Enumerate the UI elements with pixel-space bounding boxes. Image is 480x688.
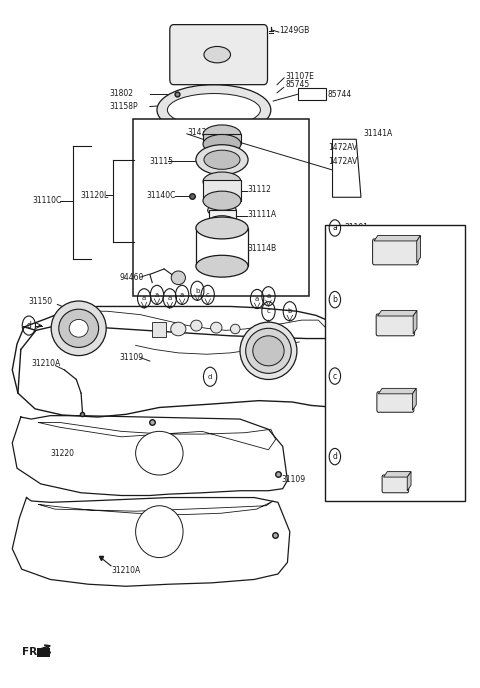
- Ellipse shape: [136, 431, 183, 475]
- Ellipse shape: [51, 301, 106, 356]
- Text: 31120L: 31120L: [80, 191, 108, 200]
- Text: 1472AV: 1472AV: [328, 157, 357, 166]
- Ellipse shape: [204, 150, 240, 169]
- Text: 31104F: 31104F: [344, 452, 373, 461]
- Polygon shape: [378, 388, 416, 394]
- Ellipse shape: [203, 134, 241, 153]
- Text: c: c: [206, 292, 210, 298]
- Bar: [209, 211, 236, 222]
- Ellipse shape: [136, 506, 183, 557]
- Text: 31220: 31220: [50, 449, 74, 458]
- Text: a: a: [180, 292, 184, 298]
- Bar: [133, 119, 309, 297]
- Ellipse shape: [69, 319, 88, 337]
- Ellipse shape: [203, 125, 241, 144]
- Text: 31210A: 31210A: [31, 358, 60, 367]
- Bar: [298, 88, 326, 100]
- Text: a: a: [266, 293, 271, 299]
- Text: 31109: 31109: [281, 475, 305, 484]
- Text: 31150: 31150: [29, 297, 53, 306]
- Text: 1249GB: 1249GB: [279, 25, 310, 34]
- Ellipse shape: [196, 217, 248, 239]
- Text: 31140C: 31140C: [146, 191, 176, 200]
- Ellipse shape: [168, 94, 261, 127]
- Polygon shape: [413, 310, 417, 334]
- Ellipse shape: [191, 320, 202, 331]
- Bar: [203, 180, 241, 201]
- Text: 31101: 31101: [344, 224, 368, 233]
- Text: 31101A: 31101A: [344, 295, 373, 304]
- Ellipse shape: [211, 322, 222, 333]
- Ellipse shape: [246, 328, 291, 374]
- Polygon shape: [417, 235, 420, 263]
- Ellipse shape: [59, 309, 98, 347]
- Polygon shape: [407, 471, 411, 491]
- Text: a: a: [142, 295, 146, 301]
- Text: a: a: [333, 224, 337, 233]
- Text: c: c: [333, 372, 337, 380]
- FancyBboxPatch shape: [382, 475, 408, 493]
- Text: d: d: [208, 374, 212, 380]
- Ellipse shape: [253, 336, 284, 366]
- Text: b: b: [195, 288, 200, 294]
- Ellipse shape: [171, 271, 185, 285]
- Text: d: d: [333, 452, 337, 461]
- Text: 31114B: 31114B: [248, 244, 276, 253]
- Bar: [152, 322, 167, 337]
- Text: 31109: 31109: [119, 353, 143, 362]
- FancyBboxPatch shape: [170, 25, 267, 85]
- Ellipse shape: [196, 255, 248, 277]
- Polygon shape: [333, 139, 361, 197]
- Ellipse shape: [157, 85, 271, 135]
- Text: 31112: 31112: [248, 185, 272, 194]
- Ellipse shape: [208, 204, 236, 217]
- Text: 94460: 94460: [119, 272, 144, 281]
- Text: b: b: [333, 295, 337, 304]
- Text: a: a: [168, 295, 172, 301]
- Ellipse shape: [203, 172, 241, 191]
- Polygon shape: [378, 310, 417, 316]
- Text: 85745: 85745: [285, 80, 309, 89]
- FancyArrowPatch shape: [41, 645, 49, 649]
- Text: 31110C: 31110C: [32, 196, 61, 205]
- FancyBboxPatch shape: [376, 314, 415, 336]
- FancyBboxPatch shape: [372, 239, 418, 265]
- Ellipse shape: [171, 322, 186, 336]
- Ellipse shape: [230, 324, 240, 334]
- Ellipse shape: [208, 216, 236, 229]
- Text: 1472AV: 1472AV: [328, 143, 357, 152]
- Text: 85744: 85744: [328, 89, 352, 98]
- Text: FR.: FR.: [22, 647, 41, 658]
- Text: d: d: [26, 321, 31, 330]
- Polygon shape: [384, 471, 411, 477]
- Text: 31111A: 31111A: [248, 210, 276, 219]
- FancyBboxPatch shape: [377, 391, 414, 412]
- Polygon shape: [37, 647, 50, 656]
- Text: 31802: 31802: [109, 89, 133, 98]
- Text: 31158P: 31158P: [109, 102, 138, 111]
- Text: 31141A: 31141A: [363, 129, 393, 138]
- Polygon shape: [374, 235, 420, 241]
- Bar: [203, 134, 241, 144]
- Text: 31101B: 31101B: [344, 372, 373, 380]
- Polygon shape: [412, 388, 416, 410]
- Text: a: a: [255, 296, 259, 302]
- Text: c: c: [266, 308, 270, 314]
- Text: 31210A: 31210A: [112, 566, 141, 575]
- Ellipse shape: [203, 191, 241, 211]
- Bar: [196, 228, 248, 266]
- Text: 31435: 31435: [188, 128, 212, 137]
- Text: 31107E: 31107E: [285, 72, 314, 81]
- Bar: [325, 224, 466, 501]
- Ellipse shape: [204, 47, 230, 63]
- Text: b: b: [288, 308, 292, 314]
- Ellipse shape: [240, 322, 297, 380]
- Ellipse shape: [196, 144, 248, 175]
- Text: 31115: 31115: [150, 157, 174, 166]
- Text: a: a: [155, 292, 159, 298]
